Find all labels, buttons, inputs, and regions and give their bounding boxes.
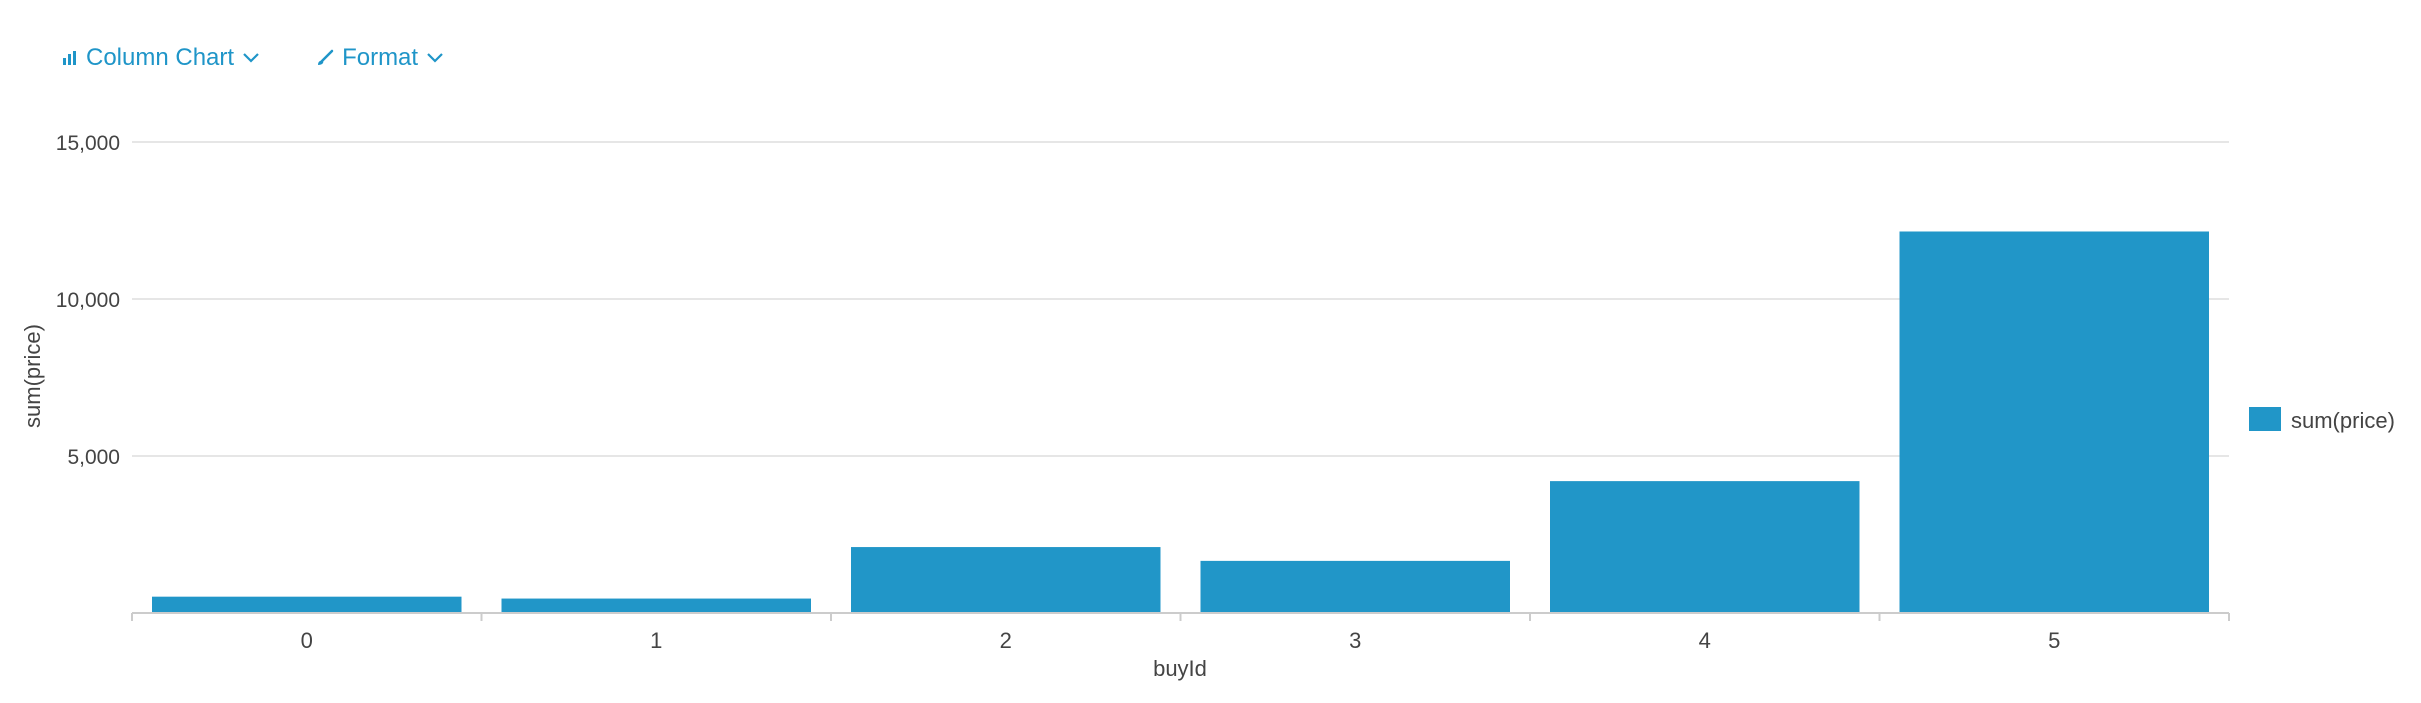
y-tick-label: 15,000 [56, 132, 120, 155]
bars [152, 231, 2210, 614]
bar-2[interactable] [851, 547, 1161, 613]
bar-4[interactable] [1550, 481, 1860, 613]
legend-label: sum(price) [2291, 408, 2395, 433]
bar-0[interactable] [152, 596, 462, 613]
x-tick-label: 1 [650, 628, 662, 653]
x-tick-label: 4 [1699, 628, 1711, 653]
chevron-down-icon [426, 52, 444, 64]
bar-1[interactable] [501, 598, 812, 613]
legend[interactable]: sum(price) [2249, 407, 2395, 433]
chevron-down-icon [242, 52, 260, 64]
axes: 5,000 10,000 15,000 0 1 2 3 4 5 [56, 132, 2230, 653]
legend-swatch [2249, 407, 2281, 431]
grid-lines [132, 141, 2229, 457]
chart-type-dropdown[interactable]: Column Chart [62, 44, 260, 72]
chart-type-label: Column Chart [86, 44, 235, 71]
bar-5[interactable] [1899, 231, 2210, 614]
x-axis-label: buyId [1153, 656, 1207, 681]
y-tick-label: 5,000 [67, 446, 120, 469]
x-tick-label: 3 [1349, 628, 1361, 653]
bar-3[interactable] [1200, 560, 1511, 613]
y-tick-label: 10,000 [56, 289, 120, 312]
format-dropdown[interactable]: Format [316, 44, 444, 72]
x-tick-label: 5 [2048, 628, 2060, 653]
brush-icon [316, 49, 334, 67]
y-axis-label: sum(price) [20, 324, 45, 428]
chart-toolbar: Column Chart Format [62, 44, 444, 72]
x-tick-label: 2 [1000, 628, 1012, 653]
bar-chart-icon [62, 50, 78, 66]
x-tick-label: 0 [301, 628, 313, 653]
format-label: Format [342, 44, 419, 71]
